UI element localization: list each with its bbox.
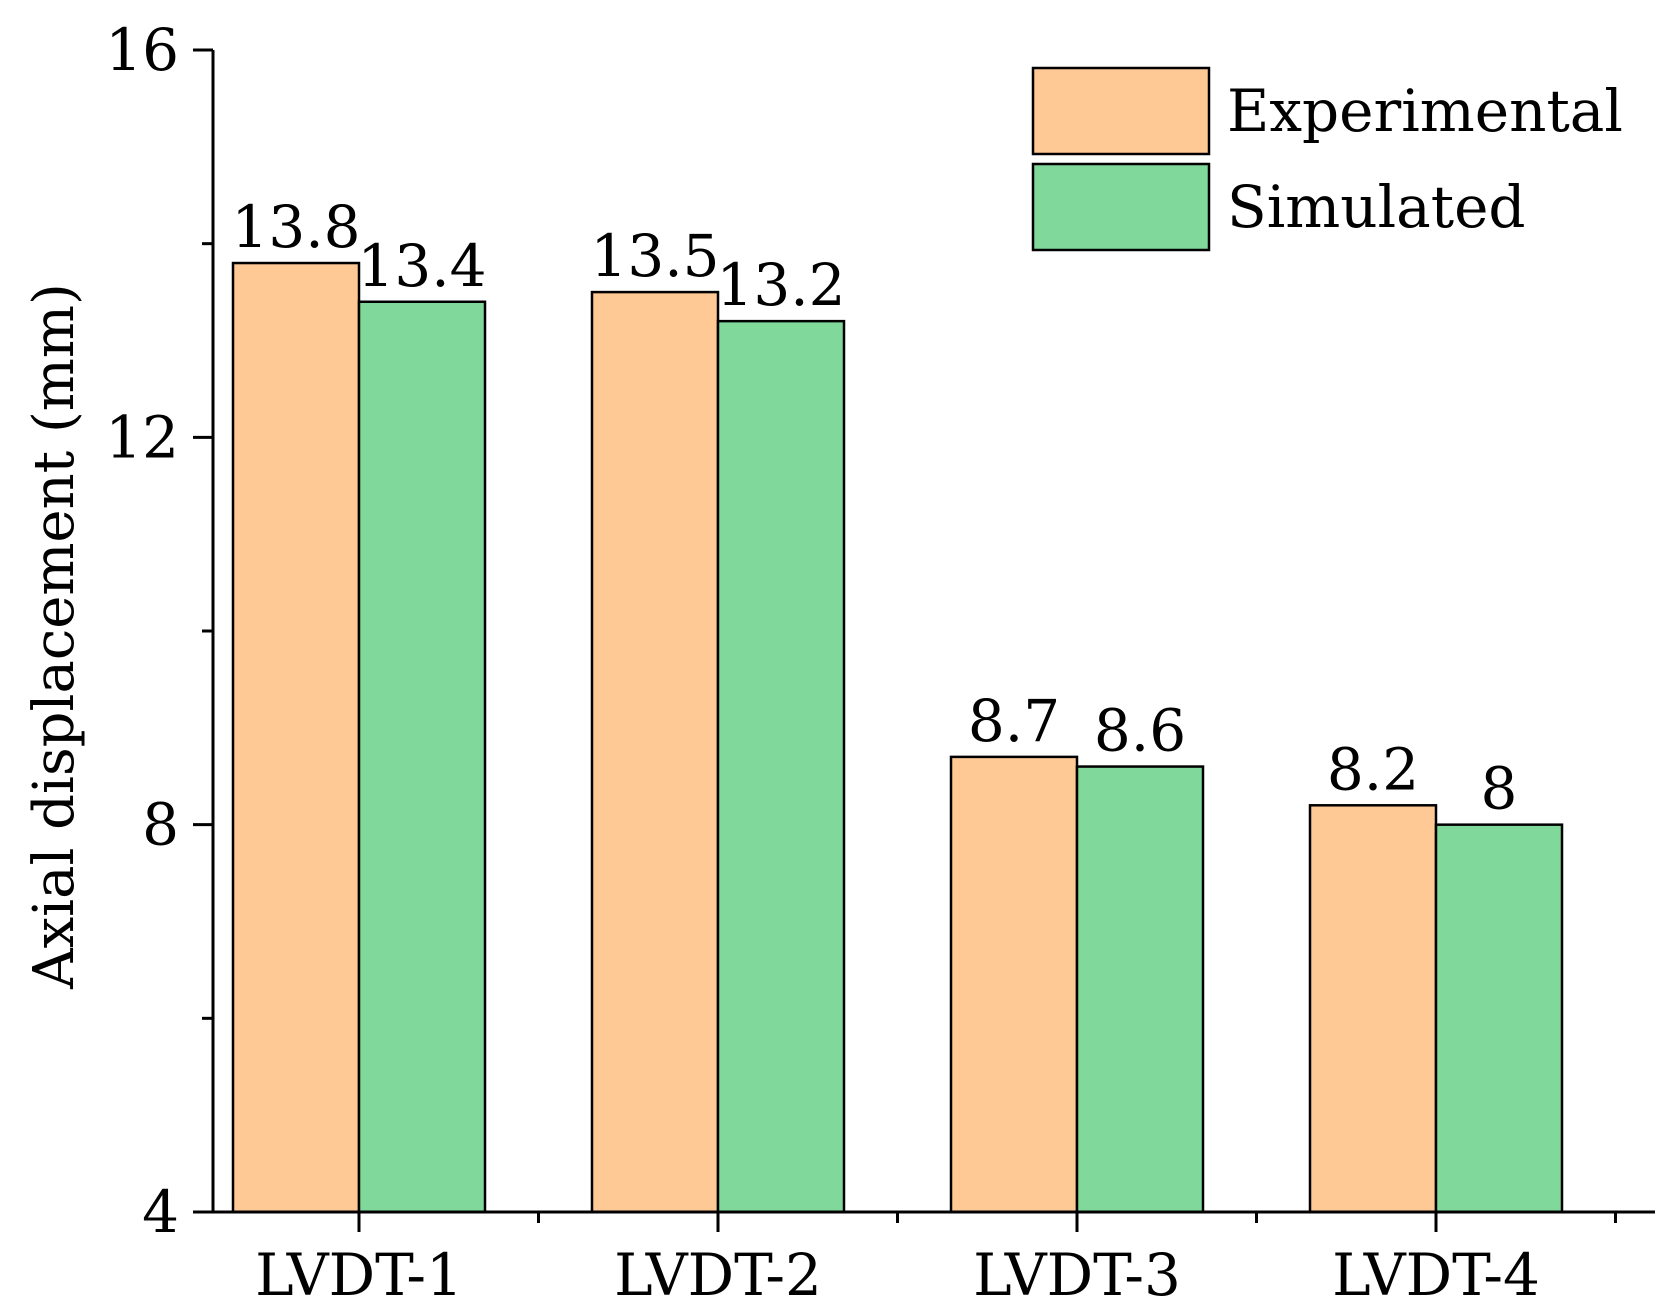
data-label-simulated-lvdt-3: 8.6 <box>1094 697 1186 765</box>
legend-label-experimental: Experimental <box>1227 77 1623 145</box>
bar-experimental-lvdt-2 <box>590 290 720 1214</box>
bar-simulated-lvdt-2 <box>716 319 846 1214</box>
data-label-experimental-lvdt-3: 8.7 <box>968 687 1060 755</box>
legend-swatch-simulated <box>1031 162 1211 252</box>
bar-experimental-lvdt-1 <box>231 261 361 1214</box>
y-tick-label-8: 8 <box>142 791 179 859</box>
legend-swatch-experimental <box>1031 66 1211 156</box>
x-tick-label-lvdt-3: LVDT-3 <box>973 1241 1181 1309</box>
y-axis-title: Axial displacement (mm) <box>22 283 87 990</box>
data-label-simulated-lvdt-4: 8 <box>1481 755 1518 823</box>
data-label-experimental-lvdt-1: 13.8 <box>231 193 360 261</box>
data-label-simulated-lvdt-1: 13.4 <box>357 232 486 300</box>
plot-area: 13.813.4 13.513.2 8.7 8.6 8.2 8 <box>231 193 1564 1214</box>
bar-experimental-lvdt-4 <box>1308 804 1438 1214</box>
legend-label-simulated: Simulated <box>1227 173 1526 241</box>
bar-experimental-lvdt-3 <box>949 755 1079 1214</box>
y-tick-label-4: 4 <box>142 1178 179 1246</box>
legend: Experimental Simulated <box>1031 66 1623 252</box>
y-tick-label-16: 16 <box>105 16 179 84</box>
x-tick-label-lvdt-2: LVDT-2 <box>614 1241 822 1309</box>
x-tick-label-lvdt-4: LVDT-4 <box>1332 1241 1540 1309</box>
axes: 4 8 12 16 LVDT-1 LVDT-2 LVDT-3 LVDT-4 <box>105 16 1655 1309</box>
data-label-experimental-lvdt-4: 8.2 <box>1327 735 1419 803</box>
bar-simulated-lvdt-4 <box>1434 823 1564 1214</box>
y-tick-label-12: 12 <box>105 403 179 471</box>
bar-simulated-lvdt-3 <box>1075 765 1205 1214</box>
bar-simulated-lvdt-1 <box>357 300 487 1214</box>
data-label-experimental-lvdt-2: 13.5 <box>590 222 719 290</box>
data-label-simulated-lvdt-2: 13.2 <box>716 251 845 319</box>
x-tick-label-lvdt-1: LVDT-1 <box>255 1241 463 1309</box>
